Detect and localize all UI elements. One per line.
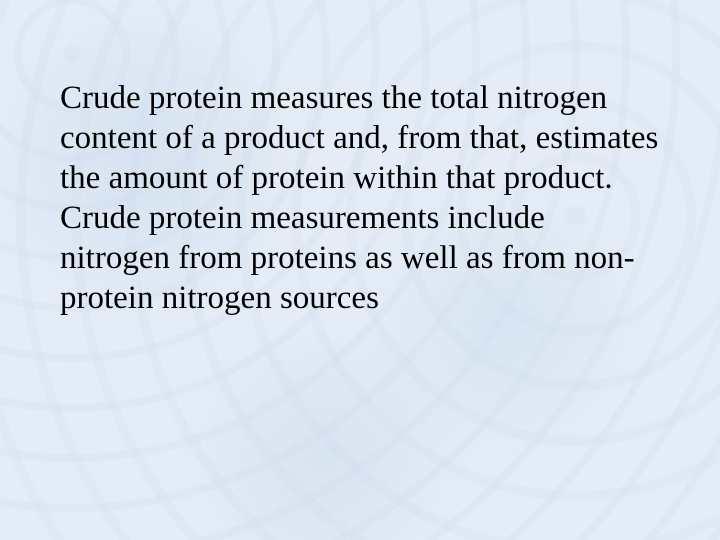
slide-container: Crude protein measures the total nitroge… bbox=[0, 0, 720, 540]
slide-body-text: Crude protein measures the total nitroge… bbox=[60, 79, 660, 319]
